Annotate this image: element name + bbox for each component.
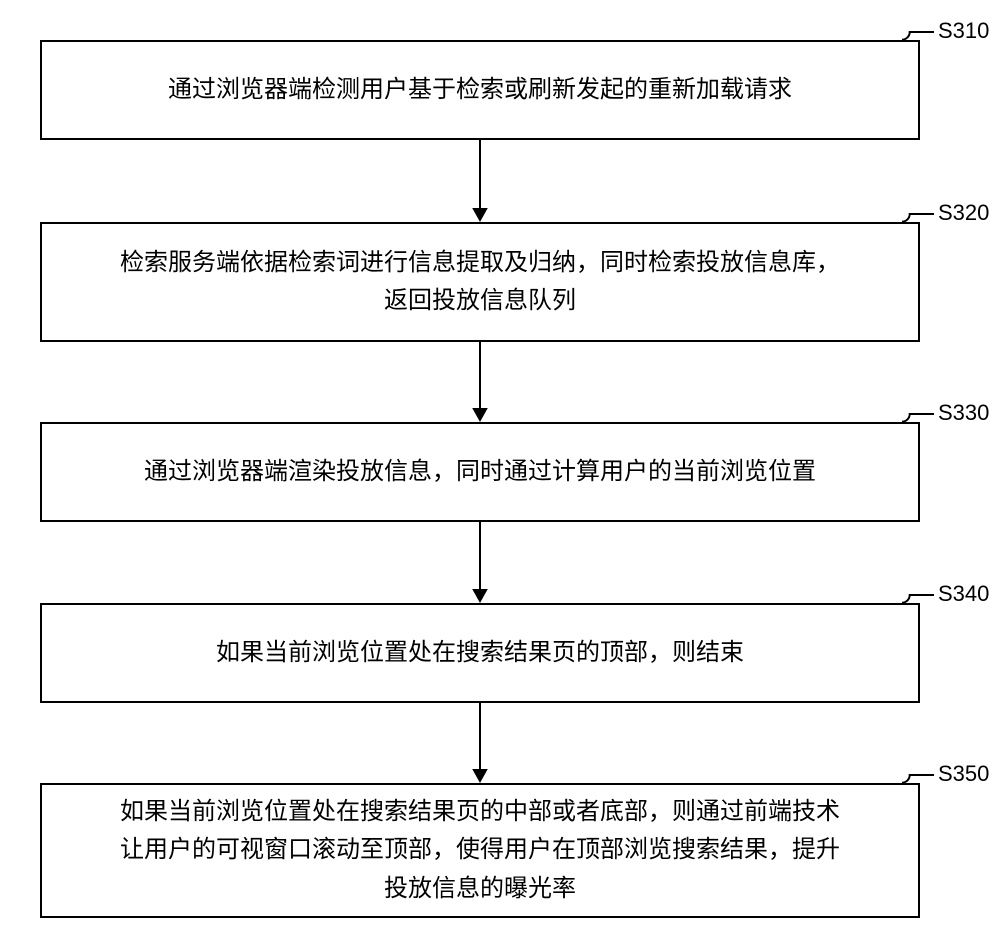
- step-label-s310: S310: [938, 18, 989, 44]
- step-label-leader: [900, 30, 938, 44]
- step-label-s320: S320: [938, 200, 989, 226]
- flow-node-s320: 检索服务端依据检索词进行信息提取及归纳，同时检索投放信息库， 返回投放信息队列: [40, 222, 920, 342]
- step-label-s340: S340: [938, 581, 989, 607]
- flow-node-text: 检索服务端依据检索词进行信息提取及归纳，同时检索投放信息库， 返回投放信息队列: [120, 244, 840, 321]
- flow-node-s310: 通过浏览器端检测用户基于检索或刷新发起的重新加载请求: [40, 40, 920, 140]
- step-label-leader: [900, 593, 938, 607]
- flow-node-text: 如果当前浏览位置处在搜索结果页的中部或者底部，则通过前端技术 让用户的可视窗口滚…: [120, 793, 840, 908]
- flow-arrow: [466, 342, 494, 422]
- flow-node-s340: 如果当前浏览位置处在搜索结果页的顶部，则结束: [40, 603, 920, 703]
- flow-arrow: [466, 522, 494, 603]
- step-label-leader: [900, 212, 938, 226]
- flow-node-text: 通过浏览器端渲染投放信息，同时通过计算用户的当前浏览位置: [144, 453, 816, 491]
- flow-node-text: 通过浏览器端检测用户基于检索或刷新发起的重新加载请求: [168, 71, 792, 109]
- flow-node-s350: 如果当前浏览位置处在搜索结果页的中部或者底部，则通过前端技术 让用户的可视窗口滚…: [40, 783, 920, 918]
- step-label-s330: S330: [938, 400, 989, 426]
- flowchart-canvas: 通过浏览器端检测用户基于检索或刷新发起的重新加载请求 检索服务端依据检索词进行信…: [0, 0, 1000, 929]
- flow-arrow: [466, 140, 494, 222]
- flow-arrow: [466, 703, 494, 783]
- flow-node-text: 如果当前浏览位置处在搜索结果页的顶部，则结束: [216, 634, 744, 672]
- step-label-leader: [900, 773, 938, 787]
- flow-node-s330: 通过浏览器端渲染投放信息，同时通过计算用户的当前浏览位置: [40, 422, 920, 522]
- step-label-leader: [900, 412, 938, 426]
- step-label-s350: S350: [938, 761, 989, 787]
